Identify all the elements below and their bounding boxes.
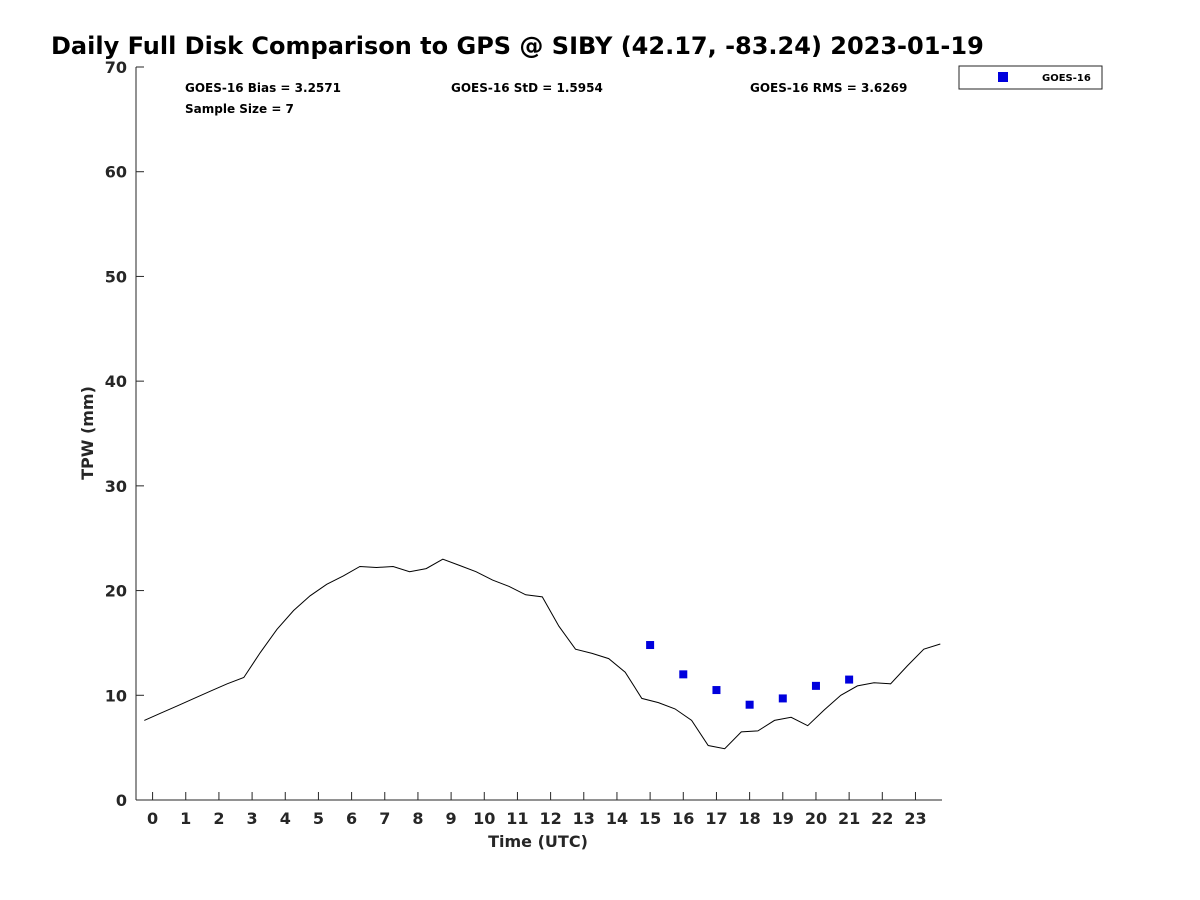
y-axis-label: TPW (mm) xyxy=(78,386,97,480)
x-tick-label: 12 xyxy=(539,809,561,828)
x-tick-label: 1 xyxy=(180,809,191,828)
x-tick-label: 23 xyxy=(904,809,926,828)
y-tick-label: 40 xyxy=(105,372,127,391)
plot-area xyxy=(144,558,941,750)
legend-marker-goes16 xyxy=(998,72,1008,82)
x-tick-label: 17 xyxy=(705,809,727,828)
x-tick-label: 21 xyxy=(838,809,860,828)
x-tick-label: 0 xyxy=(147,809,158,828)
x-axis-label: Time (UTC) xyxy=(488,832,588,851)
goes16-point xyxy=(679,670,688,679)
rms-stat: GOES-16 RMS = 3.6269 xyxy=(750,81,907,95)
axes xyxy=(135,67,942,801)
x-tick-label: 3 xyxy=(247,809,258,828)
x-tick-label: 15 xyxy=(639,809,661,828)
x-tick-label: 18 xyxy=(738,809,760,828)
x-tick-label: 2 xyxy=(213,809,224,828)
x-tick-label: 20 xyxy=(805,809,827,828)
x-tick-label: 19 xyxy=(772,809,794,828)
y-tick-label: 50 xyxy=(105,267,127,286)
x-tick-label: 11 xyxy=(506,809,528,828)
x-tick-label: 4 xyxy=(280,809,291,828)
bias-stat: GOES-16 Bias = 3.2571 xyxy=(185,81,341,95)
x-tick-label: 16 xyxy=(672,809,694,828)
x-tick-label: 22 xyxy=(871,809,893,828)
goes16-point xyxy=(712,686,721,695)
x-ticks: 0 1 2 3 4 5 6 7 8 9 10 11 12 13 14 15 16 17 18 19 20 21 22 23 xyxy=(147,792,927,828)
legend: GOES-16 xyxy=(958,65,1103,90)
y-tick-label: 60 xyxy=(105,163,127,182)
chart-title: Daily Full Disk Comparison to GPS @ SIBY… xyxy=(51,32,984,60)
x-tick-label: 8 xyxy=(412,809,423,828)
y-tick-label: 20 xyxy=(105,582,127,601)
x-tick-label: 13 xyxy=(573,809,595,828)
y-tick-label: 30 xyxy=(105,477,127,496)
y-tick-label: 70 xyxy=(105,58,127,77)
goes16-point xyxy=(811,681,820,690)
goes16-point xyxy=(646,641,655,650)
y-tick-label: 0 xyxy=(116,791,127,810)
y-ticks: 0 10 20 30 40 50 60 70 xyxy=(105,58,144,810)
std-stat: GOES-16 StD = 1.5954 xyxy=(451,81,603,95)
x-tick-label: 7 xyxy=(379,809,390,828)
x-tick-label: 6 xyxy=(346,809,357,828)
x-tick-label: 9 xyxy=(446,809,457,828)
x-tick-label: 14 xyxy=(606,809,628,828)
x-tick-label: 5 xyxy=(313,809,324,828)
goes16-point xyxy=(845,675,854,684)
legend-box xyxy=(958,65,1103,90)
x-tick-label: 10 xyxy=(473,809,495,828)
sample-size-stat: Sample Size = 7 xyxy=(185,102,294,116)
gps-tpw-line xyxy=(144,558,941,750)
legend-label-goes16: GOES-16 xyxy=(1042,73,1091,84)
y-tick-label: 10 xyxy=(105,686,127,705)
goes16-point xyxy=(778,694,787,703)
goes16-point xyxy=(745,700,754,709)
